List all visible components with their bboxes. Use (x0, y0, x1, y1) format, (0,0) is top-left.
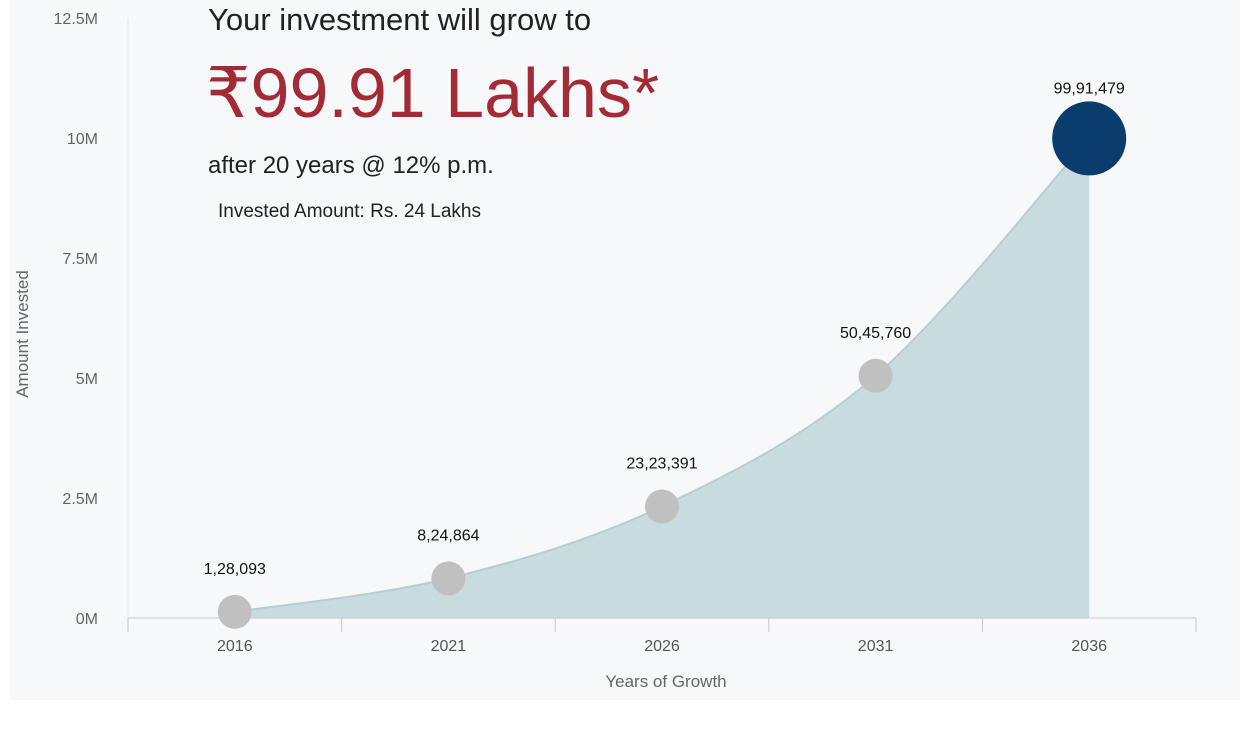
y-tick-label: 10M (67, 131, 98, 148)
headline-amount: ₹99.91 Lakhs* (206, 54, 660, 132)
growth-chart: 0M 2.5M 5M 7.5M 10M 12.5M 2016 2021 2026 2031 2036… (13, 11, 1197, 691)
area-fill (234, 138, 1090, 619)
data-label: 1,28,093 (204, 561, 266, 578)
data-point (217, 594, 252, 629)
data-label: 8,24,864 (417, 527, 479, 544)
headline-intro: Your investment will grow to (208, 2, 592, 37)
headline-invested: Invested Amount: Rs. 24 Lakhs (218, 201, 481, 222)
y-tick-label: 2.5M (62, 491, 98, 508)
data-point (431, 561, 466, 596)
x-tick-label: 2036 (1071, 638, 1107, 655)
x-tick-label: 2016 (217, 638, 253, 655)
x-tick-label: 2021 (431, 638, 467, 655)
data-label: 99,91,479 (1054, 80, 1125, 97)
data-point (645, 489, 679, 524)
y-tick-label: 7.5M (62, 251, 98, 268)
y-tick-label: 5M (76, 371, 98, 388)
x-axis-title: Years of Growth (605, 672, 726, 691)
x-tick-label: 2031 (858, 638, 894, 655)
x-tick-label: 2026 (644, 638, 680, 655)
headline-subtitle: after 20 years @ 12% p.m. (208, 152, 494, 179)
y-axis-title: Amount Invested (13, 270, 32, 398)
data-label: 23,23,391 (626, 455, 697, 472)
chart-panel: 0M 2.5M 5M 7.5M 10M 12.5M 2016 2021 2026 2031 2036… (10, 0, 1240, 700)
data-point (858, 358, 893, 393)
y-tick-label: 12.5M (54, 11, 98, 28)
data-point-highlight (1052, 101, 1127, 176)
data-label: 50,45,760 (840, 325, 911, 342)
y-tick-label: 0M (76, 611, 98, 628)
